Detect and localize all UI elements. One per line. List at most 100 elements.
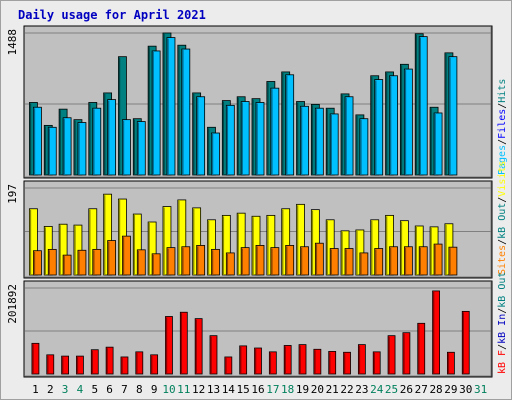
kbytes-panel-kb-f-bar-fill <box>179 311 188 375</box>
visits-panel-sites-bar-fill <box>211 248 220 276</box>
x-tick-label: 7 <box>121 383 128 396</box>
hits-panel-pages-bar <box>448 56 458 176</box>
visits-panel-sites-bar <box>92 248 102 276</box>
visits-panel-sites-bar <box>240 247 250 276</box>
visits-panel-sites-bar <box>448 246 458 276</box>
visits-panel-sites-bar-fill <box>122 235 131 276</box>
hits-panel-pages-bar <box>285 74 295 176</box>
kbytes-panel-legend-kb-f: kB F <box>497 350 508 374</box>
x-tick-label: 13 <box>207 383 220 396</box>
x-tick-label: 30 <box>459 383 472 396</box>
visits-panel-sites-bar-fill <box>344 248 354 276</box>
hits-panel-pages-bar <box>47 126 57 176</box>
hits-panel-pages-bar-fill <box>403 68 413 176</box>
kbytes-panel-kb-f-bar <box>105 346 114 375</box>
visits-panel-sites-bar <box>433 243 443 276</box>
x-tick-label: 6 <box>106 383 113 396</box>
hits-panel-pages-bar-fill <box>285 74 295 176</box>
kbytes-panel-legend-separator: / <box>497 308 508 314</box>
visits-panel-sites-bar <box>181 246 191 276</box>
kbytes-panel-kb-f-bar <box>61 355 69 375</box>
hits-panel-pages-bar-fill <box>107 99 117 176</box>
hits-panel-pages-bar-fill <box>181 48 191 176</box>
visits-panel-sites-bar-fill <box>300 246 309 276</box>
kbytes-panel-kb-f-bar-fill <box>387 335 396 375</box>
x-tick-label: 21 <box>326 383 339 396</box>
x-tick-label: 25 <box>385 383 398 396</box>
visits-panel-legend-sites: Sites <box>497 245 508 275</box>
visits-panel-sites-bar-fill <box>403 246 413 276</box>
hits-panel-pages-bar <box>374 79 384 176</box>
kbytes-panel-kb-f-bar <box>194 318 203 375</box>
kbytes-panel-legend-kb-out: kB Out <box>497 272 508 308</box>
visits-panel-sites-bar-fill <box>240 247 250 276</box>
hits-panel-pages-bar-fill <box>314 107 324 176</box>
kbytes-panel-kb-f-bar <box>343 351 351 375</box>
hits-panel-pages-bar <box>403 68 413 176</box>
visits-panel-sites-bar <box>77 249 87 276</box>
x-tick-label: 1 <box>32 383 39 396</box>
kbytes-panel-kb-f-bar-fill <box>105 346 114 375</box>
kbytes-panel-kb-f-bar <box>402 332 411 375</box>
kbytes-panel-kb-f-bar <box>283 345 292 375</box>
kbytes-panel-kb-f-bar-fill <box>76 355 84 375</box>
x-tick-label: 15 <box>237 383 250 396</box>
visits-panel-legend-separator: / <box>497 239 508 245</box>
hits-panel-legend-separator: / <box>497 103 508 109</box>
hits-panel-pages-bar-fill <box>62 117 72 176</box>
x-tick-label: 18 <box>281 383 294 396</box>
x-tick-label: 26 <box>400 383 413 396</box>
hits-panel-pages-bar-fill <box>433 112 443 176</box>
hits-panel-pages-bar <box>314 107 324 176</box>
hits-panel-pages-bar <box>196 96 206 176</box>
visits-panel-sites-bar-fill <box>359 252 369 276</box>
visits-panel-sites-bar <box>270 247 280 276</box>
kbytes-panel-kb-f-bar <box>135 351 144 375</box>
x-tick-label: 10 <box>162 383 175 396</box>
kbytes-panel-kb-f-bar <box>298 344 307 375</box>
hits-panel-pages-bar-fill <box>270 87 280 176</box>
hits-panel-pages-bar-fill <box>136 121 146 176</box>
visits-panel-sites-bar-fill <box>136 249 146 276</box>
visits-panel-sites-bar-fill <box>33 250 42 276</box>
visits-panel-sites-bar-fill <box>329 248 339 276</box>
kbytes-panel-legend-separator: / <box>497 344 508 350</box>
visits-panel-sites-bar-fill <box>314 242 324 276</box>
kbytes-panel-kb-f-bar-fill <box>135 351 144 375</box>
visits-panel-sites-bar <box>389 246 398 276</box>
hits-panel-pages-bar <box>211 132 220 176</box>
x-tick-label: 17 <box>266 383 279 396</box>
kbytes-panel-kb-f-bar-fill <box>224 356 233 375</box>
kbytes-panel-kb-f-bar <box>417 322 426 375</box>
hits-panel-pages-bar-fill <box>240 101 250 176</box>
hits-panel-pages-bar-fill <box>196 96 206 176</box>
hits-panel-pages-bar-fill <box>122 119 131 176</box>
hits-panel-legend-files: Files <box>497 109 508 139</box>
kbytes-panel-kb-f-bar <box>432 290 440 375</box>
hits-panel-legend-hits: Hits <box>497 79 508 103</box>
kbytes-panel-kb-f-bar-fill <box>254 347 262 375</box>
kbytes-panel-kb-f-bar-fill <box>283 345 292 375</box>
kbytes-panel-kb-f-bar-fill <box>46 354 55 375</box>
x-tick-label: 4 <box>77 383 84 396</box>
visits-panel-sites-bar <box>211 248 220 276</box>
x-tick-label: 31 <box>474 383 487 396</box>
visits-panel-sites-bar-fill <box>196 245 206 276</box>
kbytes-panel-kb-f-bar-fill <box>402 332 411 375</box>
hits-panel-pages-bar-fill <box>300 105 309 176</box>
kbytes-panel-kb-f-bar-fill <box>343 351 351 375</box>
hits-panel-pages-bar <box>225 104 235 176</box>
kbytes-panel-kb-f-bar-fill <box>268 351 277 375</box>
visits-panel-sites-bar-fill <box>62 254 72 276</box>
visits-panel-sites-bar-fill <box>151 253 161 276</box>
hits-panel-pages-bar <box>433 112 443 176</box>
visits-panel-legend-kb-out: kB Out <box>497 203 508 239</box>
kbytes-panel-kb-f-bar <box>209 335 218 375</box>
kbytes-panel-kb-f-bar <box>357 344 366 375</box>
kbytes-panel-kb-f-bar <box>268 351 277 375</box>
kbytes-panel-kb-f-bar-fill <box>461 310 470 375</box>
visits-panel-sites-bar <box>403 246 413 276</box>
